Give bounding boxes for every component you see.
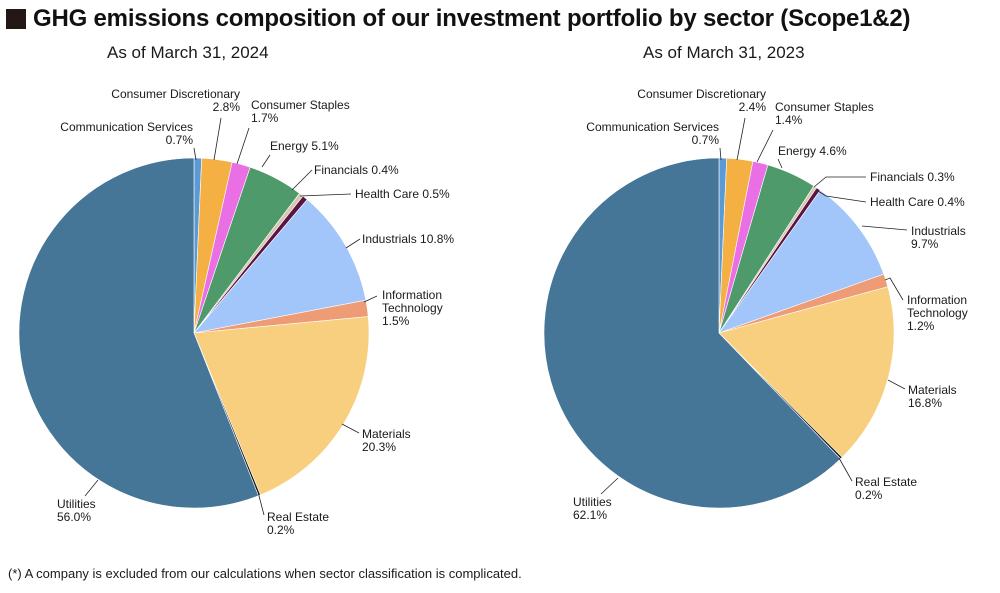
leader-line-industrials-2024 [345,238,361,249]
pie-2023-title: As of March 31, 2023 [643,43,805,62]
leader-line-real-estate-2024 [257,491,265,516]
label-consumer-discretionary-2023: Consumer Discretionary 2.4% [637,87,766,114]
label-materials-2024: Materials 20.3% [362,427,411,454]
leader-line-materials-2024 [341,423,360,434]
label-information-technology-2024: Information Technology 1.5% [382,288,443,328]
leader-line-consumer-discretionary-2023 [736,117,746,161]
leader-line-financials-2023 [813,176,866,188]
leader-line-information-technology-2023 [884,277,904,301]
slice-industrials-2023 [718,189,885,334]
leader-line-materials-2023 [887,379,906,390]
label-health-care-2023: Health Care 0.4% [870,195,965,209]
label-materials-2023: Materials 16.8% [908,383,957,410]
pie-2024-title: As of March 31, 2024 [107,43,269,62]
chart-title-text: GHG emissions composition of our investm… [33,5,911,32]
leader-line-consumer-staples-2024 [236,127,250,165]
leader-line-communication-services-2024 [193,147,197,161]
label-consumer-staples-2023: Consumer Staples 1.4% [775,100,874,127]
slice-utilities-2023 [543,157,842,509]
leader-line-real-estate-2023 [838,457,853,482]
label-real-estate-2024: Real Estate 0.2% [267,510,329,537]
leader-line-energy-2023 [777,158,783,169]
leader-line-health-care-2024 [299,193,352,197]
leader-line-information-technology-2024 [363,295,378,303]
slice-industrials-2024 [193,199,367,334]
label-industrials-2024: Industrials 10.8% [362,232,454,246]
leader-line-consumer-staples-2023 [756,129,774,163]
label-consumer-staples-2024: Consumer Staples 1.7% [251,98,350,125]
pie-2023: Communication Services 0.7% Consumer Discr… [543,87,968,522]
leader-line-utilities-2023 [600,477,619,495]
label-energy-2024: Energy 5.1% [270,139,339,153]
slice-utilities-2024 [18,157,259,509]
label-industrials-2023: Industrials 9.7% [911,224,966,251]
pie-slices [18,157,370,509]
leader-line-health-care-2023 [817,190,867,203]
slice-materials-2023 [718,286,895,458]
pie-labels: Communication Services 0.7% Consumer Discr… [57,87,454,537]
leader-line-industrials-2023 [861,225,908,231]
leader-line-utilities-2024 [84,479,99,497]
leader-line-communication-services-2023 [719,147,722,161]
footnote: (*) A company is excluded from our calcu… [8,566,522,581]
label-financials-2024: Financials 0.4% [314,163,399,177]
leader-line-energy-2024 [261,154,271,168]
label-consumer-discretionary-2024: Consumer Discretionary 2.8% [111,87,240,114]
pie-labels: Communication Services 0.7% Consumer Discr… [573,87,968,522]
label-energy-2023: Energy 4.6% [778,144,847,158]
label-real-estate-2023: Real Estate 0.2% [855,475,917,502]
label-health-care-2024: Health Care 0.5% [355,187,450,201]
leader-line-financials-2024 [291,169,313,191]
label-information-technology-2023: Information Technology 1.2% [907,293,968,333]
pie-2024: Communication Services 0.7% Consumer Discr… [18,87,454,537]
label-financials-2023: Financials 0.3% [870,170,955,184]
title-square-icon [6,9,26,29]
label-communication-services-2023: Communication Services 0.7% [586,120,719,147]
label-communication-services-2024: Communication Services 0.7% [60,120,193,147]
chart-title: GHG emissions composition of our investm… [6,2,911,36]
label-utilities-2023: Utilities 62.1% [573,495,612,522]
pie-slices [543,157,895,509]
slice-materials-2024 [193,316,370,496]
leader-line-consumer-discretionary-2024 [213,117,222,161]
label-utilities-2024: Utilities 56.0% [57,497,96,524]
